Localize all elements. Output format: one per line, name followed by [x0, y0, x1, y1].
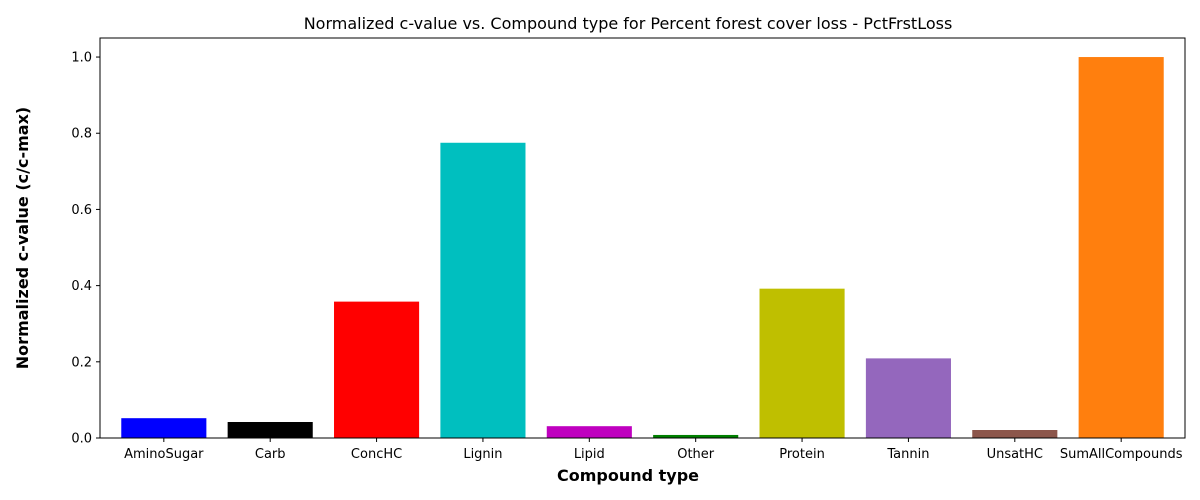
- y-tick-label: 0.4: [71, 279, 92, 294]
- x-axis-ticks: AminoSugar Carb ConcHC Lignin Lipid Other Prot…: [124, 438, 1183, 462]
- bar-tannin: [865, 358, 951, 438]
- x-tick-label: AminoSugar: [124, 447, 204, 462]
- x-tick-label: Protein: [779, 447, 825, 462]
- bar-carb: [227, 422, 313, 438]
- x-tick-label: SumAllCompounds: [1060, 447, 1183, 462]
- y-tick-label: 0.0: [71, 432, 92, 447]
- bar-sumallcompounds: [1078, 57, 1164, 439]
- y-tick-label: 1.0: [71, 51, 92, 66]
- x-tick-label: ConcHC: [351, 447, 402, 462]
- y-tick-label: 0.2: [71, 355, 92, 370]
- bar-protein: [759, 288, 845, 438]
- x-axis-label: Compound type: [557, 466, 699, 485]
- bar-aminosugar: [121, 418, 207, 438]
- y-tick-label: 0.8: [71, 127, 92, 142]
- y-axis-label: Normalized c-value (c/c-max): [13, 107, 32, 369]
- bars-group: [121, 57, 1164, 439]
- x-tick-label: Lipid: [574, 447, 605, 462]
- x-tick-label: Other: [677, 447, 715, 462]
- plot-frame: [99, 37, 1186, 439]
- x-tick-label: Lignin: [463, 447, 502, 462]
- bar-lignin: [440, 142, 526, 438]
- x-tick-label: Carb: [255, 447, 286, 462]
- bar-unsathc: [972, 430, 1058, 438]
- x-tick-label: UnsatHC: [987, 447, 1043, 462]
- chart-title: Normalized c-value vs. Compound type for…: [304, 14, 953, 33]
- bar-other: [653, 434, 739, 438]
- bar-lipid: [546, 426, 632, 438]
- bar-conchc: [334, 301, 420, 438]
- x-tick-label: Tannin: [886, 447, 929, 462]
- y-tick-label: 0.6: [71, 203, 92, 218]
- y-axis-ticks: 0.0 0.2 0.4 0.6 0.8 1.0: [71, 51, 100, 447]
